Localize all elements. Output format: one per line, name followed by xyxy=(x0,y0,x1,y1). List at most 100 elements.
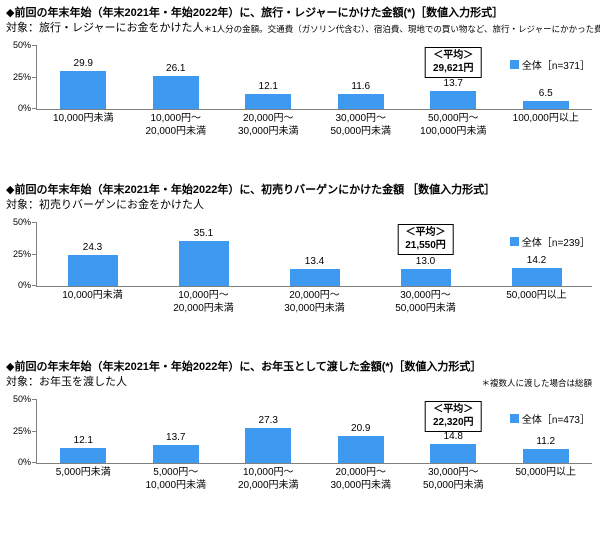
average-value: 21,550円 xyxy=(405,239,446,251)
bar xyxy=(245,428,292,463)
category-label: 50,000円以上 xyxy=(515,467,577,478)
bar xyxy=(245,94,292,109)
y-tick-mark xyxy=(32,77,36,78)
category-label: 30,000円～ 50,000円未満 xyxy=(330,113,392,137)
bar-value-label: 6.5 xyxy=(538,88,553,99)
legend: 全体［n=473］ xyxy=(509,411,590,426)
bar-value-label: 12.1 xyxy=(258,81,278,92)
chart-section-travel-leisure: ◆前回の年末年始（年末2021年・年始2022年）に、旅行・レジャーにかけた金額… xyxy=(0,0,600,177)
chart-note: ＊複数人に渡した場合は総額 xyxy=(481,378,592,388)
y-tick-label: 0% xyxy=(17,103,31,113)
bar-slot: 26.1 xyxy=(130,45,223,109)
bar xyxy=(400,269,451,286)
legend: 全体［n=239］ xyxy=(509,234,590,249)
y-tick-label: 50% xyxy=(12,217,31,227)
bar xyxy=(152,76,199,109)
y-tick-mark xyxy=(32,222,36,223)
legend-swatch-icon xyxy=(509,414,519,423)
chart-target: 対象：お年玉を渡した人 xyxy=(6,376,127,388)
category-label: 50,000円以上 xyxy=(506,290,567,301)
chart-area: 50% 25% 0% ＜平均＞ 22,320円 12.1 13.7 27.3 20.9 14… xyxy=(6,394,592,467)
category-label: 30,000円～ 50,000円未満 xyxy=(422,467,484,491)
legend-label: 全体［n=473］ xyxy=(521,415,590,426)
bar xyxy=(522,101,569,109)
plot-area: ＜平均＞ 21,550円 24.3 35.1 13.4 13.0 14.2 xyxy=(36,222,592,287)
legend-swatch-icon xyxy=(509,237,519,246)
y-tick-mark xyxy=(32,399,36,400)
bar-value-label: 14.8 xyxy=(443,431,463,442)
bar xyxy=(289,269,340,286)
y-tick-label: 50% xyxy=(12,40,31,50)
category-label: 5,000円～ 10,000円未満 xyxy=(145,467,207,491)
bar xyxy=(60,71,107,109)
category-labels: 10,000円未満 10,000円～ 20,000円未満 20,000円～ 30,0… xyxy=(37,290,592,316)
category-labels: 5,000円未満 5,000円～ 10,000円未満 10,000円～ 20,000… xyxy=(37,467,592,493)
bar-value-label: 13.7 xyxy=(166,432,186,443)
legend-swatch-icon xyxy=(509,60,519,69)
chart-section-otoshidama: ◆前回の年末年始（年末2021年・年始2022年）に、お年玉として渡した金額(*… xyxy=(0,354,600,531)
bar-slot: 13.7 xyxy=(130,399,223,463)
y-axis: 50% 25% 0% xyxy=(6,40,36,113)
bar xyxy=(511,268,562,286)
bar-slot: 11.6 xyxy=(315,45,408,109)
bar-value-label: 13.7 xyxy=(443,78,463,89)
chart-target: 対象：旅行・レジャーにお金をかけた人 xyxy=(6,22,204,34)
bar-slot: 14.2 xyxy=(481,222,592,286)
y-tick-label: 0% xyxy=(17,280,31,290)
y-axis: 50% 25% 0% xyxy=(6,217,36,290)
chart-title: ◆前回の年末年始（年末2021年・年始2022年）に、お年玉として渡した金額(*… xyxy=(6,361,482,373)
average-value: 22,320円 xyxy=(432,416,474,428)
chart-title: ◆前回の年末年始（年末2021年・年始2022年）に、旅行・レジャーにかけた金額… xyxy=(6,7,504,19)
bar-slot: 27.3 xyxy=(222,399,315,463)
category-label: 10,000円～ 20,000円未満 xyxy=(145,113,207,137)
bar-value-label: 13.4 xyxy=(304,256,325,267)
bar-value-label: 24.3 xyxy=(82,242,103,253)
bar xyxy=(152,445,199,463)
y-axis: 50% 25% 0% xyxy=(6,394,36,467)
plot-area: ＜平均＞ 22,320円 12.1 13.7 27.3 20.9 14.8 11.2 xyxy=(36,399,592,464)
bar-value-label: 11.2 xyxy=(536,436,556,447)
bar xyxy=(178,241,229,286)
category-label: 20,000円～ 30,000円未満 xyxy=(237,113,299,137)
category-labels: 10,000円未満 10,000円～ 20,000円未満 20,000円～ 30,0… xyxy=(37,113,592,139)
y-tick-label: 25% xyxy=(12,72,31,82)
category-label: 10,000円～ 20,000円未満 xyxy=(173,290,234,314)
category-label: 20,000円～ 30,000円未満 xyxy=(330,467,392,491)
average-box: ＜平均＞ 21,550円 xyxy=(397,224,454,255)
bar xyxy=(430,444,477,463)
category-label: 100,000円以上 xyxy=(512,113,579,124)
bar-slot: 13.4 xyxy=(259,222,370,286)
bar-slot: 12.1 xyxy=(222,45,315,109)
plot-area: ＜平均＞ 29,621円 29.9 26.1 12.1 11.6 13.7 6.5 xyxy=(36,45,592,110)
bar-slot: 6.5 xyxy=(500,45,593,109)
bar-slot: 29.9 xyxy=(37,45,130,109)
y-tick-mark xyxy=(32,462,36,463)
category-label: 5,000円未満 xyxy=(55,467,111,478)
category-label: 10,000円未満 xyxy=(52,113,114,124)
bar-slot: 12.1 xyxy=(37,399,130,463)
bar xyxy=(522,449,569,463)
bar-value-label: 12.1 xyxy=(73,435,93,446)
category-label: 20,000円～ 30,000円未満 xyxy=(284,290,345,314)
bar-slot: 14.8 xyxy=(407,399,500,463)
y-tick-mark xyxy=(32,45,36,46)
category-label: 30,000円～ 50,000円未満 xyxy=(395,290,456,314)
chart-area: 50% 25% 0% ＜平均＞ 21,550円 24.3 35.1 13.4 13.0 14… xyxy=(6,217,592,290)
legend: 全体［n=371］ xyxy=(509,57,590,72)
average-label: ＜平均＞ xyxy=(405,227,446,238)
chart-area: 50% 25% 0% ＜平均＞ 29,621円 29.9 26.1 12.1 11.6 13… xyxy=(6,40,592,113)
y-tick-label: 0% xyxy=(17,457,31,467)
bar xyxy=(337,94,384,109)
bar-slot: 13.7 xyxy=(407,45,500,109)
chart-note: ＊1人分の金額。交通費（ガソリン代含む）、宿泊費、現地での買い物など、旅行・レジ… xyxy=(203,24,600,34)
legend-label: 全体［n=371］ xyxy=(521,61,590,72)
category-label: 10,000円～ 20,000円未満 xyxy=(237,467,299,491)
chart-section-bargain: ◆前回の年末年始（年末2021年・年始2022年）に、初売りバーゲンにかけた金額… xyxy=(0,177,600,354)
bar-value-label: 26.1 xyxy=(166,63,186,74)
chart-target: 対象：初売りバーゲンにお金をかけた人 xyxy=(6,199,204,211)
average-box: ＜平均＞ 22,320円 xyxy=(424,401,482,432)
bar-value-label: 13.0 xyxy=(415,256,436,267)
y-tick-mark xyxy=(32,108,36,109)
average-label: ＜平均＞ xyxy=(433,404,474,415)
y-tick-label: 25% xyxy=(12,249,31,259)
